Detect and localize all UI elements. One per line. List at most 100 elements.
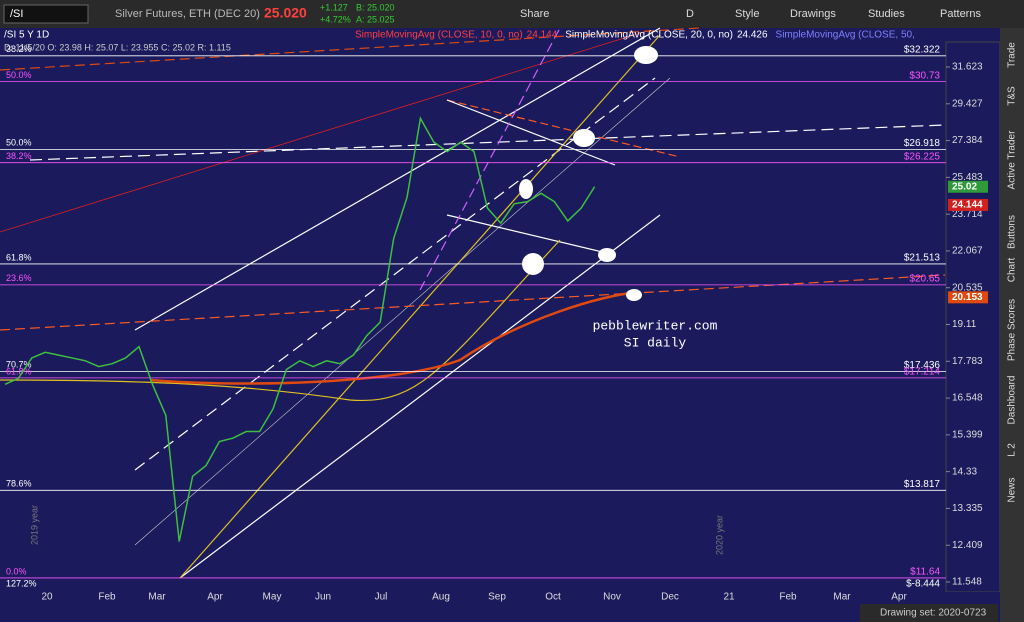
- y-tick-label: 25.483: [952, 172, 983, 183]
- fib-percent: 38.2%: [6, 44, 32, 54]
- side-tab[interactable]: Active Trader: [1007, 130, 1018, 190]
- y-tick-label: 11.548: [952, 577, 982, 588]
- x-tick-label: Feb: [779, 592, 797, 603]
- annotation: pebblewriter.com: [593, 318, 718, 333]
- x-tick-label: 21: [723, 592, 735, 603]
- price-tag: [948, 198, 988, 211]
- trendlines: [0, 27, 946, 579]
- study-label: SimpleMovingAvg (CLOSE, 10, 0, no): [355, 30, 523, 41]
- x-tick-label: Apr: [891, 592, 907, 603]
- toolbar: [0, 0, 1024, 28]
- fib-value: $17.436: [904, 360, 941, 371]
- x-tick-label: Mar: [148, 592, 166, 603]
- y-tick-label: 13.335: [952, 503, 983, 514]
- header-bar: [0, 28, 1000, 42]
- side-bar: [1000, 28, 1024, 622]
- side-tab[interactable]: L 2: [1007, 443, 1018, 457]
- fib-value: $17.214: [904, 367, 941, 378]
- fib-percent: 50.0%: [6, 138, 32, 148]
- toolbar-button[interactable]: Share: [520, 8, 549, 20]
- footer-bar: [860, 604, 998, 622]
- study-label: SimpleMovingAvg (CLOSE, 50,: [776, 30, 915, 41]
- y-tick-label: 12.409: [952, 540, 983, 551]
- drawing-set[interactable]: Drawing set: 2020-0723: [880, 608, 987, 619]
- change: +1.127: [320, 2, 348, 12]
- study-value: 24.426: [737, 30, 768, 41]
- x-tick-label: Aug: [432, 592, 450, 603]
- last-price: 25.020: [264, 5, 307, 21]
- toolbar-button[interactable]: Studies: [868, 8, 905, 20]
- side-tab[interactable]: Phase Scores: [1007, 299, 1018, 361]
- price-tag-label: 20.153: [952, 292, 983, 303]
- price-tag-label: 25.02: [952, 181, 977, 192]
- study-label: SimpleMovingAvg (CLOSE, 20, 0, no): [565, 30, 733, 41]
- price-tag: [948, 291, 988, 304]
- x-tick-label: Jul: [375, 592, 388, 603]
- year-mark: 2020 year: [714, 515, 724, 555]
- x-tick-label: May: [263, 592, 282, 603]
- side-tab[interactable]: Dashboard: [1007, 376, 1018, 425]
- year-mark: 2019 year: [29, 505, 39, 545]
- side-tab[interactable]: Chart: [1007, 258, 1018, 283]
- fib-value: $21.513: [904, 253, 941, 264]
- toolbar-button[interactable]: Patterns: [940, 8, 981, 20]
- y-tick-label: 16.548: [952, 393, 983, 404]
- ohlc: D: 11/5/20 O: 23.98 H: 25.07 L: 23.955 C…: [4, 42, 231, 52]
- side-tab[interactable]: Trade: [1007, 42, 1018, 68]
- x-tick-label: Oct: [545, 592, 561, 603]
- change-pct: +4.72%: [320, 14, 351, 24]
- side-tab[interactable]: Buttons: [1007, 215, 1018, 249]
- fib-value: $26.918: [904, 138, 941, 149]
- price-tag-label: 24.144: [952, 200, 983, 211]
- y-tick-label: 19.11: [952, 319, 977, 330]
- x-tick-label: Nov: [603, 592, 621, 603]
- y-tick-label: 29.427: [952, 98, 983, 109]
- fib-percent: 70.7%: [6, 360, 32, 370]
- toolbar-button[interactable]: Drawings: [790, 8, 836, 20]
- x-tick-label: Feb: [98, 592, 116, 603]
- ask: A: 25.025: [356, 14, 395, 24]
- y-tick-label: 15.399: [952, 430, 983, 441]
- y-tick-label: 17.783: [952, 356, 983, 367]
- symbol: /SI: [10, 8, 23, 20]
- fib-percent: 61.8%: [6, 252, 32, 262]
- fib-value: $13.817: [904, 479, 941, 490]
- fib-percent: 61.8%: [6, 366, 32, 376]
- annotation: SI daily: [624, 335, 687, 350]
- x-tick-label: 20: [41, 592, 53, 603]
- symbol-box[interactable]: [3, 4, 89, 24]
- x-tick-label: Apr: [207, 592, 223, 603]
- fib-value: $26.225: [904, 151, 941, 162]
- fib-percent: 78.6%: [6, 479, 32, 489]
- fib-percent: 127.2%: [6, 578, 37, 588]
- toolbar-button[interactable]: Style: [735, 8, 759, 20]
- x-tick-label: Jun: [315, 592, 331, 603]
- y-tick-label: 23.714: [952, 209, 983, 220]
- fib-percent: 0.0%: [6, 566, 27, 576]
- fib-percent: 38.2%: [6, 151, 32, 161]
- study-value: 24.144: [527, 30, 558, 41]
- time-axis: [0, 592, 1000, 622]
- fib-value: $20.65: [909, 274, 940, 285]
- chart-title: /SI 5 Y 1D: [4, 30, 49, 41]
- price-tag: [948, 180, 988, 193]
- fib-value: $-8.444: [906, 579, 940, 590]
- fib-value: $11.64: [910, 567, 940, 578]
- markers: [519, 46, 658, 301]
- description: Silver Futures, ETH (DEC 20): [115, 8, 260, 20]
- x-tick-label: Sep: [488, 592, 506, 603]
- x-tick-label: Dec: [661, 592, 679, 603]
- fib-percent: 50.0%: [6, 70, 32, 80]
- y-tick-label: 14.33: [952, 466, 977, 477]
- side-tab[interactable]: News: [1007, 477, 1018, 502]
- x-tick-label: Mar: [833, 592, 851, 603]
- y-tick-label: 31.623: [952, 62, 983, 73]
- fib-percent: 23.6%: [6, 273, 32, 283]
- side-tab[interactable]: T&S: [1007, 86, 1018, 106]
- fib-value: $32.322: [904, 44, 941, 55]
- toolbar-button[interactable]: D: [686, 8, 694, 20]
- y-tick-label: 20.535: [952, 282, 983, 293]
